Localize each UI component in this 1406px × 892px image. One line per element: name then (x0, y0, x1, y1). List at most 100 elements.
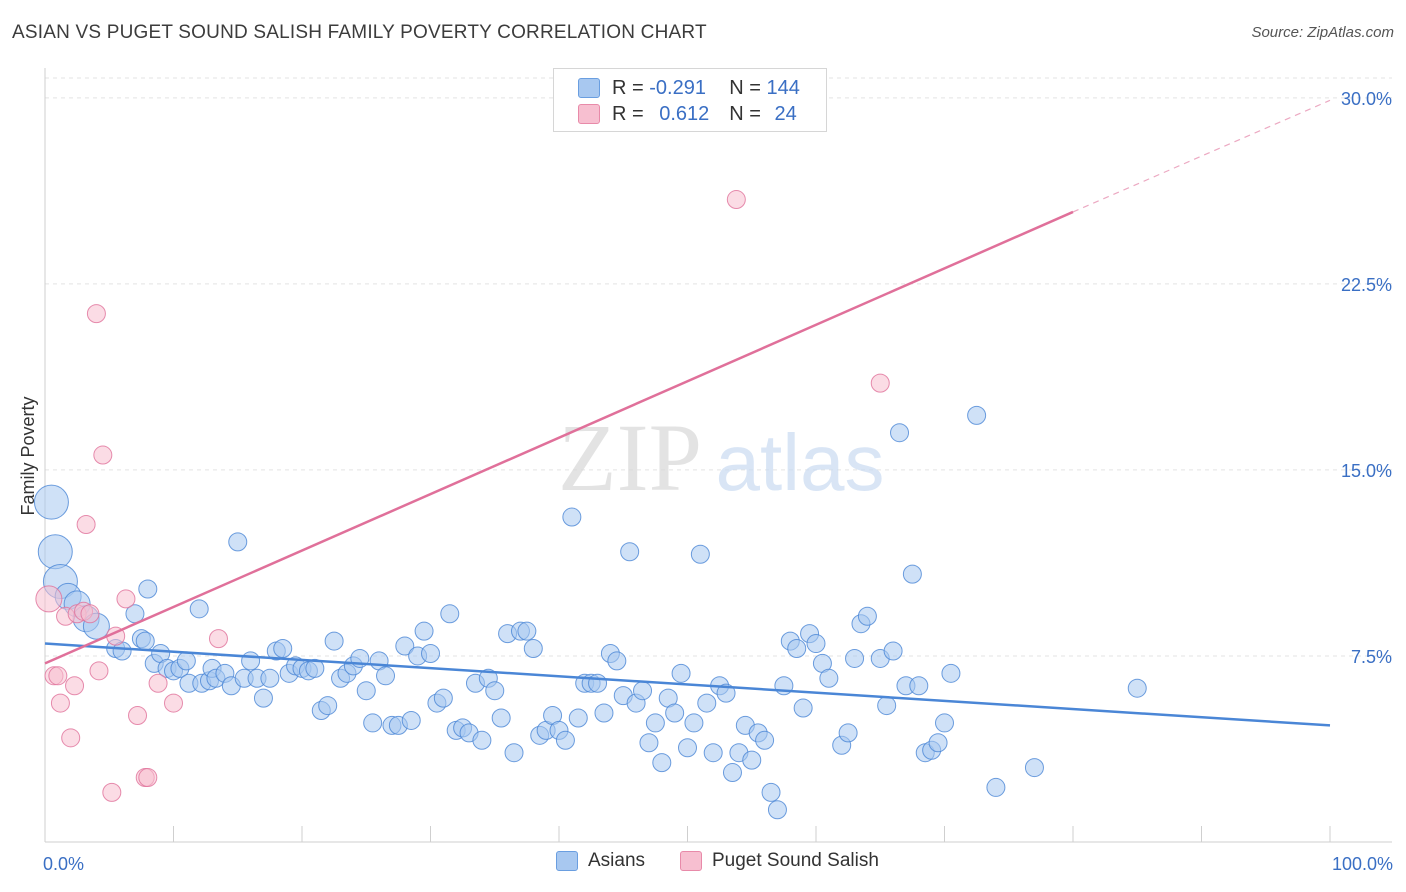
y-tick-label: 15.0% (1341, 461, 1392, 481)
legend-r-label: R = (612, 102, 644, 125)
data-point (176, 651, 196, 671)
data-point (148, 673, 168, 693)
data-point (76, 514, 96, 534)
bottom-swatch-asians (556, 851, 578, 871)
data-point (485, 681, 505, 701)
data-point (138, 768, 158, 788)
data-point (742, 750, 762, 770)
y-axis-label: Family Poverty (18, 396, 38, 515)
data-point (986, 777, 1006, 797)
bottom-legend-asians: Asians (556, 850, 645, 872)
data-point (138, 579, 158, 599)
data-point (80, 604, 100, 624)
data-point (135, 631, 155, 651)
data-point (1024, 758, 1044, 778)
data-point (716, 683, 736, 703)
data-point (639, 733, 659, 753)
data-point (1127, 678, 1147, 698)
data-point (562, 507, 582, 527)
data-point (690, 544, 710, 564)
data-point (208, 629, 228, 649)
data-point (356, 681, 376, 701)
legend-swatch-salish (578, 104, 600, 124)
data-point (671, 663, 691, 683)
data-point (414, 621, 434, 641)
axes (44, 68, 1392, 843)
data-point (620, 542, 640, 562)
data-point (89, 661, 109, 681)
trend-line-salish-extension (1072, 99, 1331, 213)
data-point (793, 698, 813, 718)
data-point (870, 373, 890, 393)
x-tick-label: 100.0% (1332, 854, 1393, 874)
data-point (273, 639, 293, 659)
data-point (189, 599, 209, 619)
data-point (228, 532, 248, 552)
data-point (472, 730, 492, 750)
data-point (260, 668, 280, 688)
data-point (703, 743, 723, 763)
data-point (684, 713, 704, 733)
bottom-legend-salish: Puget Sound Salish (680, 850, 879, 872)
data-point (504, 743, 524, 763)
data-point (678, 738, 697, 758)
data-point (253, 688, 273, 708)
data-point (65, 676, 85, 696)
y-tick-label: 30.0% (1341, 89, 1392, 109)
data-point (102, 782, 122, 802)
data-point (128, 705, 148, 725)
data-point (324, 631, 344, 651)
data-point (363, 713, 383, 733)
correlation-legend: R = -0.291 N = 144 R = 0.612 N = 24 (553, 68, 827, 132)
data-point (665, 703, 685, 723)
watermark: ZIP atlas (558, 404, 884, 511)
data-point (588, 673, 608, 693)
bottom-legend-label: Puget Sound Salish (712, 850, 879, 871)
data-point (652, 753, 672, 773)
source-credit: Source: ZipAtlas.com (1251, 24, 1394, 41)
bottom-legend-label: Asians (588, 850, 646, 871)
legend-n-label: N = (729, 102, 761, 125)
data-point (491, 708, 511, 728)
legend-row-salish: R = 0.612 N = 24 (578, 101, 797, 127)
data-point (607, 651, 627, 671)
series-asians (33, 405, 1147, 820)
data-point (33, 484, 69, 520)
data-point (645, 713, 665, 733)
data-point (421, 643, 440, 663)
data-point (902, 564, 922, 584)
legend-r-label: R = (612, 76, 644, 99)
legend-n-value: 144 (766, 76, 800, 99)
data-point (883, 641, 903, 661)
data-point (35, 585, 63, 613)
data-point (909, 676, 929, 696)
data-point (48, 666, 68, 686)
data-point (594, 703, 614, 723)
data-point (241, 651, 261, 671)
data-point (967, 405, 987, 425)
data-point (517, 621, 537, 641)
data-point (633, 681, 653, 701)
data-point (941, 663, 961, 683)
data-point (935, 713, 954, 733)
data-point (838, 723, 858, 743)
data-point (819, 668, 839, 688)
chart-title: ASIAN VS PUGET SOUND SALISH FAMILY POVER… (12, 22, 707, 43)
data-point (61, 728, 81, 748)
watermark-zip: ZIP (558, 404, 702, 511)
y-tick-label: 7.5% (1351, 647, 1392, 667)
legend-r-value: -0.291 (649, 76, 706, 99)
data-point (401, 710, 421, 730)
data-point (37, 534, 73, 570)
data-point (440, 604, 460, 624)
data-point (555, 730, 575, 750)
legend-n-value: 24 (774, 102, 797, 125)
data-point (395, 636, 415, 656)
trend-line-asians (44, 642, 1331, 727)
data-point (845, 648, 865, 668)
data-point (722, 763, 742, 783)
legend-swatch-asians (578, 78, 600, 98)
data-point (433, 688, 453, 708)
data-point (697, 693, 717, 713)
